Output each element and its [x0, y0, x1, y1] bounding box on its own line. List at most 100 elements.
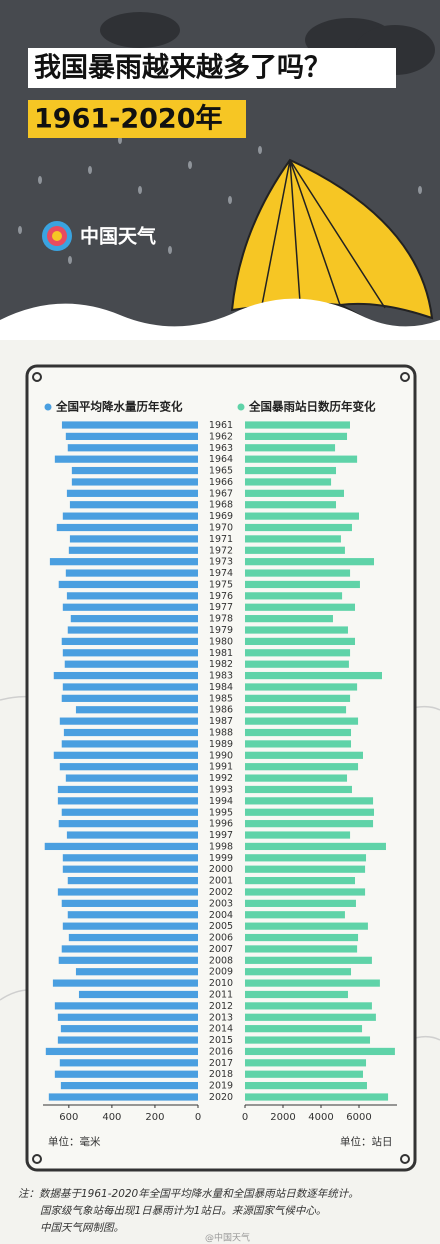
bar: [68, 546, 198, 554]
bar: [58, 820, 199, 828]
year-label: 1983: [209, 671, 233, 682]
bar: [245, 580, 360, 589]
bar: [66, 831, 198, 839]
bar: [61, 740, 198, 748]
footnote: 注：数据基于1961-2020年全国平均降水量和全国暴雨站日数逐年统计。: [18, 1188, 359, 1200]
bar: [245, 899, 356, 907]
x-tick-label: 0: [242, 1112, 248, 1123]
bar: [245, 1036, 371, 1044]
year-label: 2010: [209, 978, 233, 989]
year-label: 1980: [209, 636, 233, 647]
bar: [75, 968, 198, 976]
year-label: 2001: [209, 876, 233, 887]
bar: [62, 603, 198, 611]
bar: [245, 728, 352, 737]
bar: [245, 876, 356, 885]
year-label: 2014: [209, 1024, 233, 1035]
bar: [245, 933, 359, 942]
bar: [57, 785, 198, 794]
bar: [245, 637, 356, 646]
year-label: 1967: [209, 488, 233, 499]
legend-dot: [44, 403, 52, 411]
bar: [62, 922, 198, 930]
bar: [245, 421, 350, 429]
bar: [245, 671, 382, 680]
bar: [71, 466, 198, 475]
bar: [245, 808, 375, 816]
year-label: 2002: [209, 887, 233, 898]
x-tick-label: 2000: [270, 1112, 295, 1123]
bar: [245, 717, 359, 725]
bar: [66, 592, 198, 600]
bar: [62, 854, 198, 862]
bar: [71, 478, 198, 486]
year-label: 1964: [209, 454, 233, 465]
bar: [245, 831, 351, 839]
year-label: 1977: [209, 602, 233, 613]
bar: [59, 717, 198, 725]
bar: [48, 1093, 198, 1101]
year-label: 2011: [209, 989, 233, 1000]
year-label: 1985: [209, 693, 233, 704]
footnote: 国家级气象站每出现1日暴雨计为1站日。来源国家气候中心。: [40, 1205, 326, 1217]
bar: [245, 1093, 389, 1101]
year-label: 1987: [209, 716, 233, 727]
bar: [67, 626, 198, 634]
bar: [57, 1013, 198, 1021]
legend-label: 全国暴雨站日数历年变化: [248, 400, 376, 414]
year-label: 1989: [209, 739, 233, 750]
bar: [57, 888, 198, 896]
year-label: 2018: [209, 1069, 233, 1080]
year-label: 1996: [209, 819, 233, 830]
bar: [245, 489, 344, 497]
bar: [245, 820, 374, 828]
bar: [59, 1059, 198, 1067]
bar: [78, 990, 198, 999]
bar: [245, 751, 363, 759]
year-label: 1973: [209, 557, 233, 568]
bar: [62, 649, 198, 657]
year-label: 1979: [209, 625, 233, 636]
bar: [245, 1013, 376, 1021]
x-tick-label: 600: [59, 1112, 78, 1123]
year-label: 1988: [209, 728, 233, 739]
year-label: 1974: [209, 568, 233, 579]
year-label: 1965: [209, 466, 233, 477]
bar: [245, 968, 352, 976]
bar: [69, 535, 198, 543]
bar: [66, 489, 198, 497]
bar: [61, 899, 198, 907]
year-label: 2004: [209, 910, 233, 921]
bar: [62, 512, 198, 520]
bar: [245, 842, 386, 851]
title-box: [28, 48, 396, 88]
bar: [245, 626, 348, 634]
bar: [245, 956, 372, 964]
x-tick-label: 4000: [308, 1112, 333, 1123]
bar: [245, 945, 358, 953]
year-label: 1970: [209, 523, 233, 534]
year-label: 2006: [209, 933, 233, 944]
year-label: 2017: [209, 1058, 233, 1069]
bar: [245, 466, 337, 475]
bar: [245, 592, 343, 600]
bar: [61, 945, 198, 953]
bar: [245, 501, 337, 509]
bar: [56, 523, 199, 532]
title: 我国暴雨越来越多了吗？: [34, 53, 331, 84]
year-label: 1963: [209, 443, 233, 454]
bar: [245, 535, 341, 543]
bar: [61, 808, 198, 816]
year-label: 1966: [209, 477, 233, 488]
bar: [64, 660, 198, 668]
year-label: 1992: [209, 773, 233, 784]
bar: [245, 1025, 363, 1033]
bar: [70, 615, 198, 623]
bar: [245, 774, 348, 782]
year-label: 1969: [209, 511, 233, 522]
bar: [59, 763, 198, 771]
year-label: 1978: [209, 614, 233, 625]
bar: [245, 979, 380, 987]
year-label: 1997: [209, 830, 233, 841]
year-label: 2007: [209, 944, 233, 955]
